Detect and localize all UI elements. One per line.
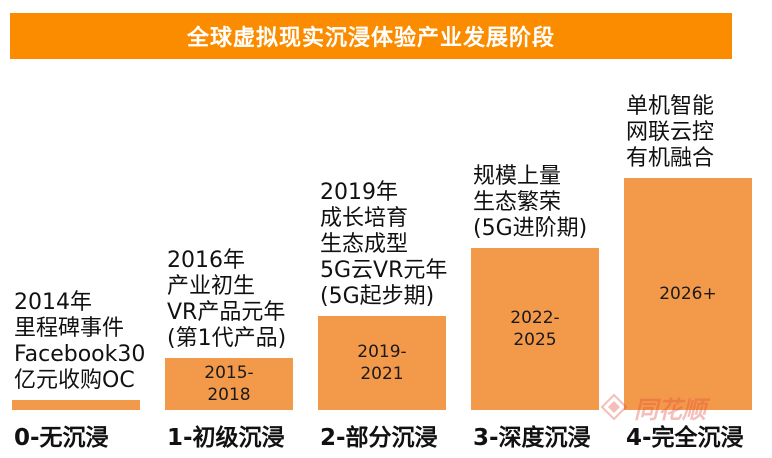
stage-bar: 2026+	[624, 178, 752, 410]
stage-label: 4-完全沉浸	[626, 425, 744, 451]
stage-label: 2-部分沉浸	[320, 425, 438, 451]
watermark: 同花顺	[600, 392, 760, 424]
stage-years: 2019- 2021	[357, 342, 407, 384]
stage-label: 1-初级沉浸	[167, 425, 285, 451]
stage-bar: 2019- 2021	[318, 316, 446, 410]
chart-title: 全球虚拟现实沉浸体验产业发展阶段	[10, 13, 732, 59]
stage-bar: 2015- 2018	[165, 358, 293, 410]
stage-description: 单机智能 网联云控 有机融合	[626, 94, 715, 171]
stage-years: 2026+	[659, 284, 717, 304]
stage-years: 2015- 2018	[204, 363, 254, 405]
stage-description: 规模上量 生态繁荣 (5G进阶期)	[473, 164, 588, 241]
stage-bar: 2022- 2025	[471, 248, 599, 410]
stage-label: 0-无沉浸	[14, 425, 109, 451]
stage-bar	[12, 400, 140, 410]
watermark-text: 同花顺	[634, 395, 706, 424]
stage-description: 2014年 里程碑事件 Facebook30 亿元收购OC	[14, 290, 146, 393]
stage-label: 3-深度沉浸	[473, 425, 591, 451]
stage-description: 2016年 产业初生 VR产品元年 (第1代产品)	[167, 248, 287, 351]
stage-description: 2019年 成长培育 生态成型 5G云VR元年 (5G起步期)	[320, 180, 448, 309]
stage-years: 2022- 2025	[510, 308, 560, 350]
tonghuashun-logo-icon	[600, 393, 628, 421]
